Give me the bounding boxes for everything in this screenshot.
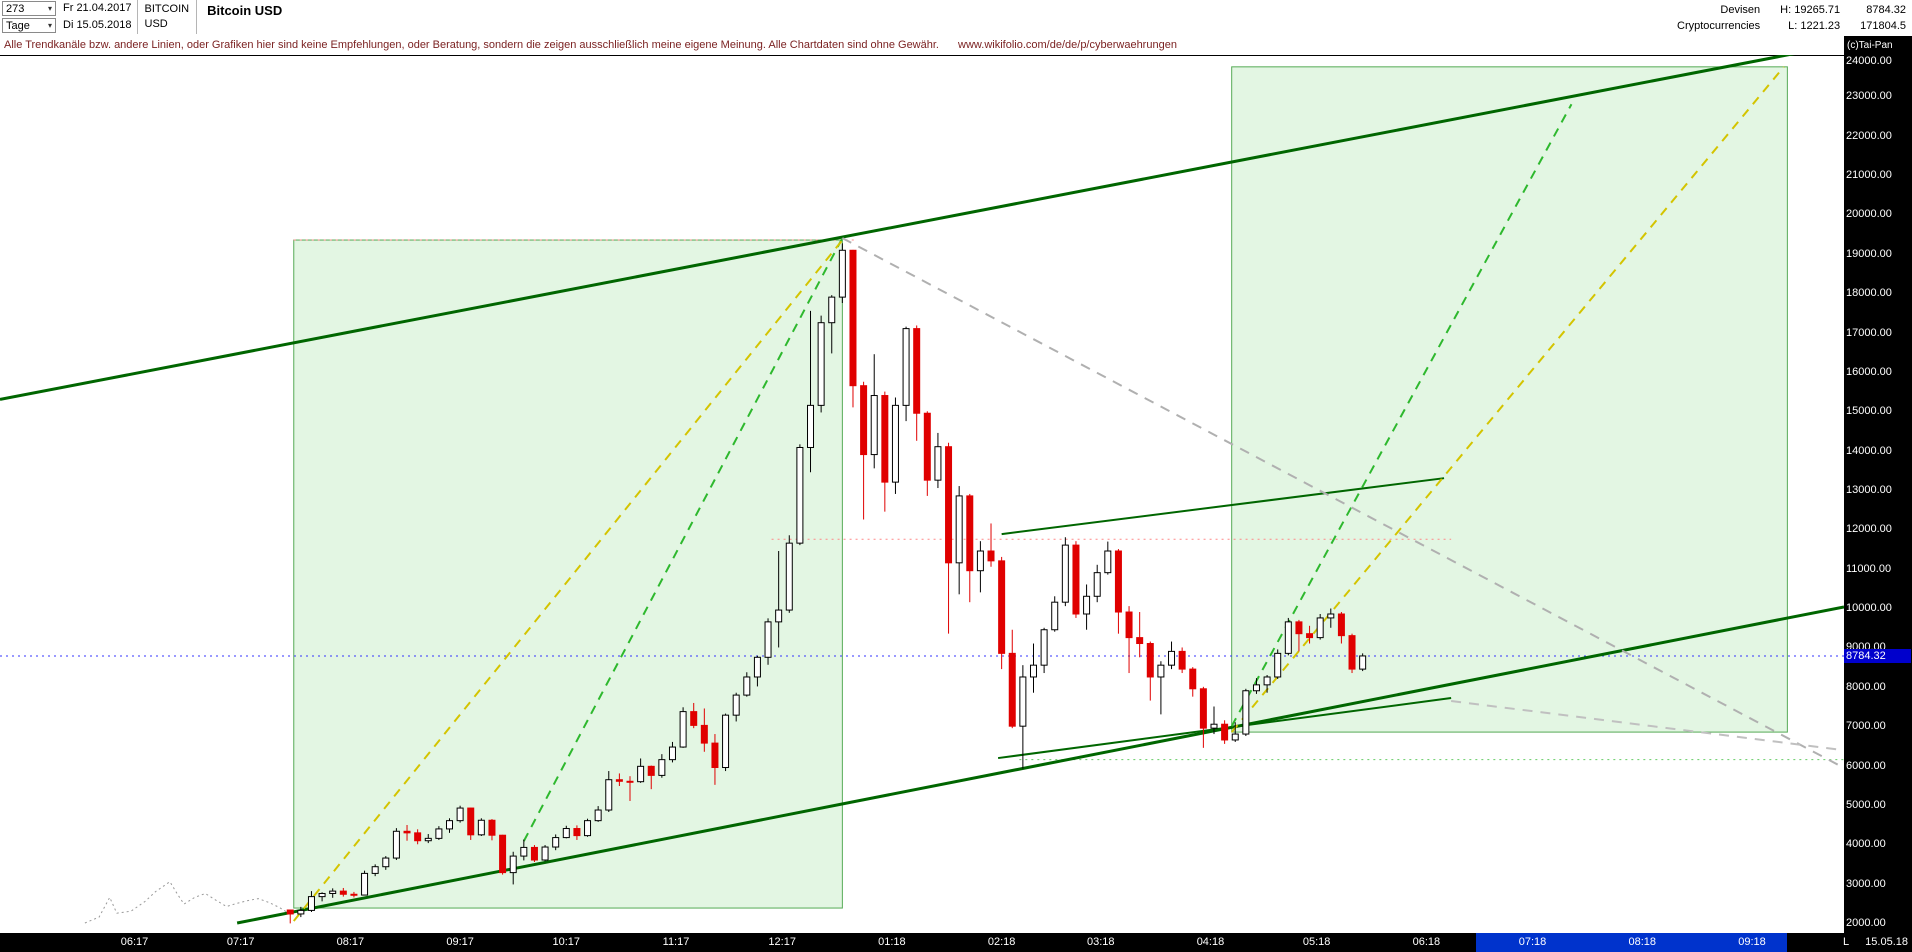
y-axis-label: 18000.00 [1846,287,1892,300]
current-price-tag: 8784.32 [1844,648,1911,663]
last-date[interactable]: Di 15.05.2018 [63,19,132,31]
y-axis-label: 16000.00 [1846,365,1892,378]
x-axis-label: 03:18 [1086,936,1115,948]
y-axis-label: 22000.00 [1846,129,1892,142]
y-axis-label: 7000.00 [1846,720,1886,733]
y-axis-label: 19000.00 [1846,247,1892,260]
y-axis-label: 5000.00 [1846,798,1886,811]
y-axis-label: 10000.00 [1846,602,1892,615]
first-date[interactable]: Fr 21.04.2017 [63,2,132,14]
x-axis-label: 09:17 [446,936,474,948]
x-axis-label: 07:17 [226,936,255,948]
x-axis-label: 08:17 [336,936,365,948]
chart-title: Bitcoin USD [207,3,283,18]
wikifolio-link[interactable]: www.wikifolio.com/de/de/p/cyberwaehrunge… [958,39,1177,51]
y-axis-label: 21000.00 [1846,169,1892,182]
y-axis-label: 8000.00 [1846,680,1886,693]
y-axis: 24000.00 23000.00 22000.00 21000.00 20000.00… [1844,55,1912,933]
disclaimer-text: Alle Trendkanäle bzw. andere Linien, ode… [0,36,1844,55]
symbol-currency: USD [144,18,168,30]
x-axis-label: 09:18 [1738,936,1766,948]
x-axis-label: 08:18 [1628,936,1657,948]
symbol-name: BITCOIN [144,3,190,15]
y-axis-label: 23000.00 [1846,90,1892,103]
x-axis-label: 01:18 [878,936,906,948]
taipan-watermark: (c)Tai-Pan [1844,36,1912,55]
disclaimer-message: Alle Trendkanäle bzw. andere Linien, ode… [4,39,939,51]
y-axis-label: 17000.00 [1846,326,1892,339]
x-axis-label: 06:17 [120,936,149,948]
y-axis-label: 14000.00 [1846,444,1892,457]
bar-count-select[interactable]: 273 ▾ [2,1,56,16]
y-axis-label: 6000.00 [1846,759,1886,772]
bar-count-value: 273 [6,2,25,15]
dropdown-arrow-icon: ▾ [47,4,52,13]
y-axis-label: 24000.00 [1846,55,1892,67]
category-line1: Devisen [1720,4,1761,16]
y-axis-label: 11000.00 [1846,562,1892,575]
x-axis-label: 05:18 [1302,936,1331,948]
last-bar-date: 15.05.18 [1865,936,1908,948]
dropdown-arrow-icon: ▾ [47,21,52,30]
y-axis-label: 15000.00 [1846,405,1892,418]
x-axis-label: 07:18 [1518,936,1547,948]
x-axis-highlight [1475,933,1788,952]
symbol-field[interactable]: BITCOIN USD [136,0,198,34]
y-axis-label: 13000.00 [1846,484,1892,496]
x-axis-label: 11:17 [662,936,690,948]
high-value: H: 19265.71 [1780,4,1841,16]
category-line2: Cryptocurrencies [1677,20,1761,32]
period-value: Tage [6,19,30,32]
volume-value: 171804.5 [1860,20,1906,32]
header-bar: 273 ▾ Tage ▾ Fr 21.04.2017 Di 15.05.2018… [0,0,1912,36]
last-marker-letter: L [1843,936,1850,948]
y-axis-label: 2000.00 [1846,917,1886,929]
x-axis-label: 10:17 [552,936,581,948]
last-price: 8784.32 [1866,4,1906,16]
x-axis-label: 12:17 [768,936,796,948]
x-axis-label: 02:18 [987,936,1016,948]
y-axis-label: 12000.00 [1846,523,1892,536]
period-select[interactable]: Tage ▾ [2,18,56,33]
x-axis[interactable]: L 15.05.18 06:17 07:17 08:17 09:17 10:17 11:1… [0,933,1912,952]
x-axis-label: 04:18 [1196,936,1225,948]
y-axis-label: 4000.00 [1846,838,1886,851]
low-value: L: 1221.23 [1788,20,1841,32]
chart-plot[interactable] [0,55,1844,933]
last-bar-marker: L 15.05.18 [1843,936,1908,948]
x-axis-label: 06:18 [1412,936,1441,948]
y-axis-label: 3000.00 [1846,877,1886,890]
y-axis-label: 20000.00 [1846,208,1892,221]
